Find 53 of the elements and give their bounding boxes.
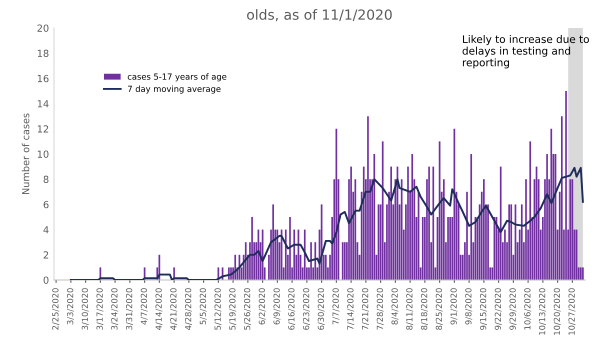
y-tick-label: 16	[38, 74, 49, 82]
x-tick-label: 4/28/2020	[184, 288, 192, 330]
x-tick-label: 9/22/2020	[494, 288, 502, 330]
x-tick-label: 7/14/2020	[347, 288, 354, 330]
x-tick-label: 4/7/2020	[140, 288, 148, 325]
y-tick-label: 12	[38, 125, 48, 132]
x-tick-label: 3/3/2020	[66, 288, 74, 324]
x-tick-label: 6/9/2020	[273, 288, 280, 324]
x-tick-label: 8/25/2020	[436, 288, 443, 330]
x-tick-label: 5/19/2020	[229, 288, 236, 330]
annotation: Likely to increase due to delays in testing and reporting	[462, 35, 589, 68]
x-tick-label: 3/10/2020	[82, 288, 89, 330]
x-tick-label: 9/15/2020	[480, 288, 487, 330]
legend-label: 7 day moving average	[128, 86, 221, 94]
x-tick-label: 7/7/2020	[332, 288, 340, 324]
x-tick-label: 8/4/2020	[391, 288, 398, 324]
x-tick-label: 3/17/2020	[96, 288, 104, 330]
x-tick-label: 4/14/2020	[155, 288, 162, 330]
x-tick-label: 9/1/2020	[450, 288, 458, 325]
x-tick-label: 10/20/2020	[554, 288, 561, 335]
y-axis-title: Number of cases	[22, 113, 30, 194]
x-tick-label: 3/24/2020	[111, 288, 118, 330]
x-tick-label: 5/12/2020	[214, 288, 222, 330]
x-tick-label: 6/2/2020	[258, 288, 266, 324]
chart-title: olds, as of 11/1/2020	[247, 9, 392, 22]
y-tick-label: 8	[44, 176, 48, 184]
x-tick-label: 10/27/2020	[568, 288, 576, 335]
line-series	[70, 166, 584, 280]
x-tick-label: 9/8/2020	[465, 288, 472, 325]
x-tick-label: 10/13/2020	[538, 288, 546, 335]
x-tick-label: 5/5/2020	[200, 288, 207, 324]
legend-label: cases 5-17 years of age	[128, 73, 226, 82]
x-tick-label: 6/16/2020	[288, 288, 296, 330]
y-tick-label: 2	[44, 251, 48, 258]
x-tick-label: 6/23/2020	[302, 288, 310, 330]
x-tick-label: 7/21/2020	[362, 288, 369, 330]
y-tick-label: 6	[44, 200, 49, 208]
x-tick-label: 5/26/2020	[244, 288, 251, 330]
x-tick-label: 8/11/2020	[406, 288, 414, 330]
x-tick-label: 9/29/2020	[509, 288, 516, 330]
y-tick-label: 18	[38, 50, 48, 58]
x-tick-label: 10/6/2020	[524, 288, 532, 330]
y-tick-label: 10	[38, 150, 48, 158]
y-tick-label: 20	[37, 24, 48, 32]
x-tick-label: 3/31/2020	[126, 288, 133, 330]
x-tick-label: 7/28/2020	[376, 288, 384, 330]
x-tick-label: 2/25/2020	[52, 288, 60, 330]
y-tick-label: 0	[44, 276, 48, 284]
y-tick-label: 4	[43, 226, 49, 234]
x-tick-label: 4/21/2020	[170, 288, 178, 330]
x-tick-label: 6/30/2020	[318, 288, 325, 330]
y-tick-label: 14	[38, 100, 49, 108]
x-tick-label: 8/18/2020	[420, 288, 428, 330]
